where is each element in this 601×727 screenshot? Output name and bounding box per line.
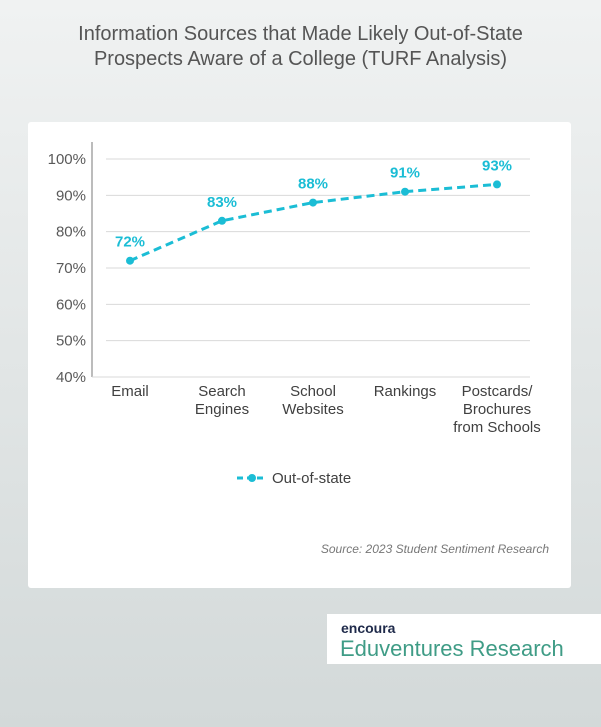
y-tick-label: 50% <box>56 333 86 350</box>
x-tick-label: Postcards/ <box>462 383 534 400</box>
x-tick-label: School <box>290 383 336 400</box>
x-tick-label: Search <box>198 383 246 400</box>
x-tick-label: Brochures <box>463 401 531 418</box>
chart-card: 40% 50% 60% 70% 80% 90% 100% Email Search Engines… <box>28 122 571 588</box>
y-tick-label: 40% <box>56 369 86 386</box>
y-tick-label: 60% <box>56 296 86 313</box>
y-tick-label: 100% <box>48 151 86 168</box>
data-label: 93% <box>482 157 512 174</box>
x-tick-label: Engines <box>195 401 249 418</box>
y-tick-label: 80% <box>56 224 86 241</box>
series-line <box>129 182 498 263</box>
data-point <box>493 180 501 189</box>
x-tick-label: Rankings <box>374 383 437 400</box>
eduventures-logo: Eduventures Research <box>340 636 564 661</box>
y-tick-label: 90% <box>56 187 86 204</box>
line-chart: 40% 50% 60% 70% 80% 90% 100% Email SearchEngines… <box>48 142 541 487</box>
data-label: 72% <box>115 234 145 251</box>
data-label: 91% <box>390 165 420 182</box>
legend-label: Out-of-state <box>272 470 351 487</box>
source-note: Source: 2023 Student Sentiment Research <box>320 542 549 556</box>
encoura-logo: encoura <box>341 620 396 636</box>
x-tick-label: Email <box>111 383 149 400</box>
data-point <box>218 216 226 225</box>
data-point <box>309 198 317 207</box>
chart-title: Information Sources that Made Likely Out… <box>78 23 523 70</box>
data-point <box>126 256 134 265</box>
data-label: 88% <box>298 176 328 193</box>
y-tick-label: 70% <box>56 260 86 277</box>
x-tick-label: from Schools <box>453 419 541 436</box>
data-label: 83% <box>207 194 237 211</box>
legend-marker <box>248 474 256 482</box>
x-tick-label: Websites <box>282 401 343 418</box>
data-point <box>401 187 409 196</box>
logo: encoura Eduventures Research <box>327 614 601 664</box>
